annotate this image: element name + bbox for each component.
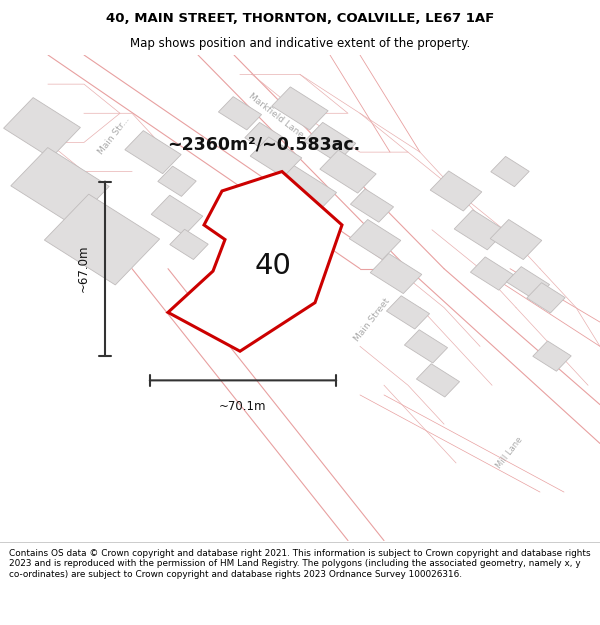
Polygon shape: [272, 87, 328, 130]
Polygon shape: [506, 267, 550, 300]
Text: 40: 40: [254, 253, 292, 280]
Polygon shape: [470, 257, 514, 290]
Text: ~70.1m: ~70.1m: [219, 400, 267, 412]
Text: ~2360m²/~0.583ac.: ~2360m²/~0.583ac.: [167, 136, 361, 154]
Polygon shape: [263, 162, 337, 219]
Polygon shape: [320, 150, 376, 193]
Text: Contains OS data © Crown copyright and database right 2021. This information is : Contains OS data © Crown copyright and d…: [9, 549, 590, 579]
Polygon shape: [404, 330, 448, 363]
Polygon shape: [125, 131, 181, 174]
Polygon shape: [170, 229, 208, 259]
Text: Main Street: Main Street: [352, 296, 392, 343]
Polygon shape: [11, 148, 109, 224]
Polygon shape: [527, 282, 565, 313]
Polygon shape: [304, 122, 356, 162]
Text: Main Str...: Main Str...: [97, 114, 131, 156]
Polygon shape: [430, 171, 482, 211]
Text: Map shows position and indicative extent of the property.: Map shows position and indicative extent…: [130, 38, 470, 51]
Text: Markfield Lane: Markfield Lane: [247, 92, 305, 140]
Polygon shape: [350, 189, 394, 222]
Polygon shape: [491, 156, 529, 187]
Polygon shape: [533, 341, 571, 371]
Polygon shape: [218, 97, 262, 130]
Polygon shape: [454, 210, 506, 250]
Polygon shape: [370, 254, 422, 294]
Polygon shape: [158, 166, 196, 196]
Polygon shape: [490, 219, 542, 259]
Polygon shape: [44, 194, 160, 285]
Polygon shape: [245, 122, 283, 152]
Polygon shape: [4, 98, 80, 158]
Polygon shape: [168, 171, 342, 351]
Polygon shape: [151, 195, 203, 235]
Text: Mill Lane: Mill Lane: [495, 436, 525, 471]
Polygon shape: [250, 137, 302, 177]
Polygon shape: [349, 219, 401, 259]
Polygon shape: [386, 296, 430, 329]
Text: ~67.0m: ~67.0m: [77, 245, 90, 292]
Text: 40, MAIN STREET, THORNTON, COALVILLE, LE67 1AF: 40, MAIN STREET, THORNTON, COALVILLE, LE…: [106, 12, 494, 25]
Polygon shape: [416, 364, 460, 397]
